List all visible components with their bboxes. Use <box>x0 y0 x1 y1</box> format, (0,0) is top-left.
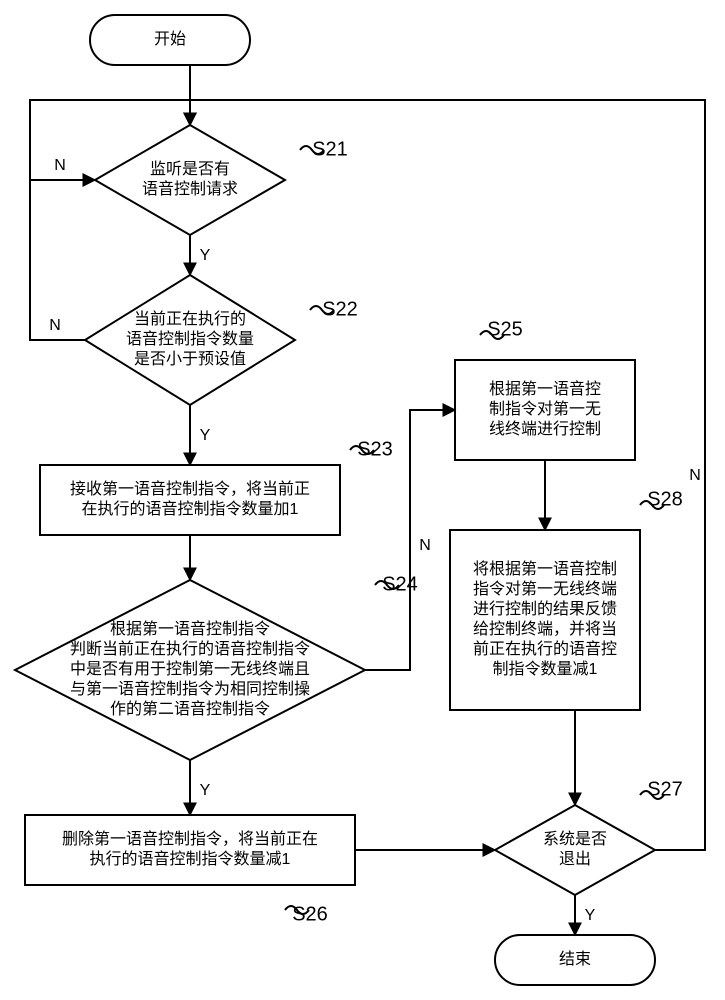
svg-text:S26: S26 <box>292 903 328 925</box>
svg-text:监听是否有语音控制请求: 监听是否有语音控制请求 <box>142 160 238 198</box>
edge-s27-s21_back2 <box>190 100 705 850</box>
svg-text:Y: Y <box>200 427 211 444</box>
node-s28 <box>450 530 640 710</box>
flowchart-canvas: 开始结束 监听是否有语音控制请求 S21 当前正在执行的语音控制指令数量是否小于预设值… <box>0 0 725 1000</box>
svg-text:N: N <box>54 157 66 174</box>
svg-text:接收第一语音控制指令，将当前正在执行的语音控制指令数量加1: 接收第一语音控制指令，将当前正在执行的语音控制指令数量加1 <box>70 480 310 518</box>
node-s26 <box>25 815 355 885</box>
svg-text:Y: Y <box>585 907 596 924</box>
svg-text:Y: Y <box>200 782 211 799</box>
svg-text:N: N <box>49 317 61 334</box>
svg-text:根据第一语音控制指令对第一无线终端进行控制: 根据第一语音控制指令对第一无线终端进行控制 <box>489 380 601 438</box>
svg-text:S22: S22 <box>322 298 358 320</box>
svg-text:根据第一语音控制指令判断当前正在执行的语音控制指令中是否有用: 根据第一语音控制指令判断当前正在执行的语音控制指令中是否有用于控制第一无线终端且… <box>70 620 310 718</box>
edge-s28-s27 <box>545 710 575 805</box>
node-s21 <box>95 125 285 235</box>
svg-text:开始: 开始 <box>154 30 186 48</box>
node-s23 <box>40 465 340 535</box>
svg-text:系统是否退出: 系统是否退出 <box>543 830 607 868</box>
svg-text:将根据第一语音控制指令对第一无线终端进行控制的结果反馈给控制: 将根据第一语音控制指令对第一无线终端进行控制的结果反馈给控制终端，并将当前正在执… <box>473 560 617 678</box>
svg-text:当前正在执行的语音控制指令数量是否小于预设值: 当前正在执行的语音控制指令数量是否小于预设值 <box>126 310 254 368</box>
svg-text:删除第一语音控制指令，将当前正在执行的语音控制指令数量减1: 删除第一语音控制指令，将当前正在执行的语音控制指令数量减1 <box>62 830 318 868</box>
svg-text:S21: S21 <box>312 138 348 160</box>
svg-text:N: N <box>419 537 431 554</box>
edge-s22-s21_back <box>30 180 95 340</box>
svg-text:Y: Y <box>200 247 211 264</box>
svg-text:结束: 结束 <box>559 950 591 968</box>
node-s27 <box>495 805 655 895</box>
svg-text:N: N <box>689 467 701 484</box>
edge-start-s21 <box>170 65 190 125</box>
